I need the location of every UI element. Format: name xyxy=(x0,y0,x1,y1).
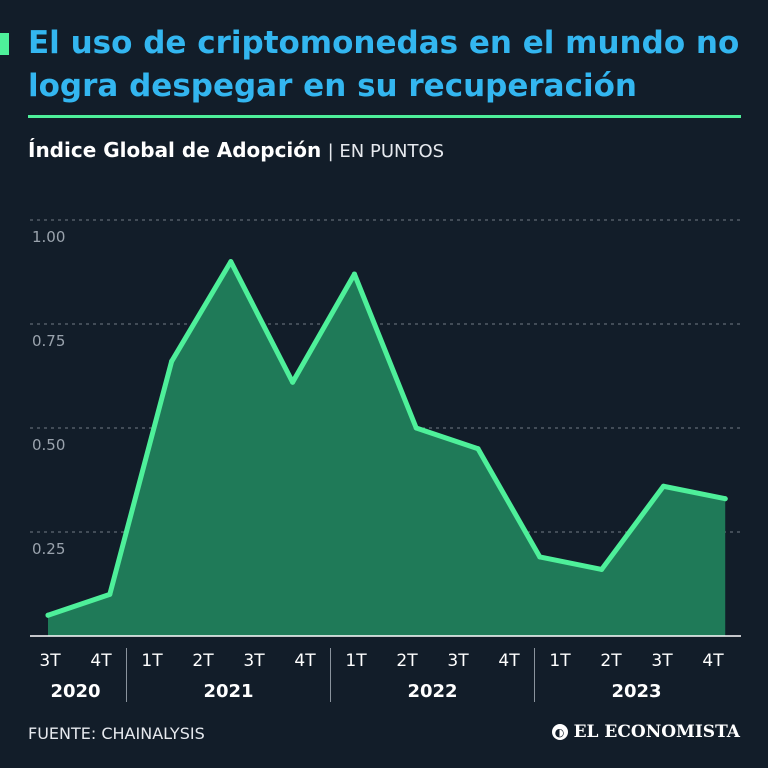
logo-text: EL ECONOMISTA xyxy=(573,722,740,742)
data-point xyxy=(107,591,113,597)
y-tick-label: 0.25 xyxy=(32,540,65,558)
x-tick-label: 2T xyxy=(192,651,214,671)
subtitle-text: Índice Global de Adopción xyxy=(28,138,322,162)
x-tick-label: 4T xyxy=(498,651,520,671)
data-point xyxy=(290,379,296,385)
x-tick-label: 2T xyxy=(600,651,622,671)
x-tick-label: 4T xyxy=(294,651,316,671)
data-point xyxy=(45,612,51,618)
x-tick-label: 3T xyxy=(651,651,673,671)
area-fill xyxy=(48,261,726,636)
data-point xyxy=(599,566,605,572)
title-divider xyxy=(28,115,741,118)
x-tick-label: 1T xyxy=(549,651,571,671)
x-tick-label: 1T xyxy=(141,651,163,671)
y-tick-label: 1.00 xyxy=(32,228,65,246)
x-tick-label: 1T xyxy=(345,651,367,671)
data-point xyxy=(475,446,481,452)
title-accent-bar xyxy=(0,33,9,55)
year-label: 2023 xyxy=(611,681,661,702)
x-tick-label: 4T xyxy=(90,651,112,671)
x-tick-label: 2T xyxy=(396,651,418,671)
chart-subtitle: Índice Global de Adopción | EN PUNTOS xyxy=(28,138,444,162)
x-axis: 3T 4T 1T 2T 3T 4T 1T 2T 3T 4T 1T 2T 3T 4T 2020 2021 2022… xyxy=(30,635,741,702)
x-tick-label: 3T xyxy=(447,651,469,671)
x-tick-label: 4T xyxy=(702,651,724,671)
chart-title: El uso de criptomonedas en el mundo no l… xyxy=(28,25,740,104)
data-point xyxy=(228,259,234,265)
source-note: FUENTE: CHAINALYSIS xyxy=(28,724,205,743)
data-point xyxy=(169,358,175,364)
data-point xyxy=(351,271,357,277)
series-line xyxy=(45,259,728,618)
publisher-logo: ◐ EL ECONOMISTA xyxy=(551,722,740,742)
data-point xyxy=(660,483,666,489)
data-point xyxy=(537,554,543,560)
x-tick-label: 3T xyxy=(243,651,265,671)
year-label: 2020 xyxy=(50,681,100,702)
logo-icon: ◐ xyxy=(551,724,568,740)
x-tick-label: 3T xyxy=(39,651,61,671)
data-point xyxy=(722,496,728,502)
area-series xyxy=(45,259,728,636)
year-label: 2021 xyxy=(203,681,253,702)
y-tick-label: 0.75 xyxy=(32,332,65,350)
year-label: 2022 xyxy=(407,681,457,702)
unit-label: | EN PUNTOS xyxy=(327,141,445,162)
data-point xyxy=(413,425,419,431)
y-axis: 0.25 0.50 0.75 1.00 xyxy=(32,228,65,558)
y-tick-label: 0.50 xyxy=(32,436,65,454)
